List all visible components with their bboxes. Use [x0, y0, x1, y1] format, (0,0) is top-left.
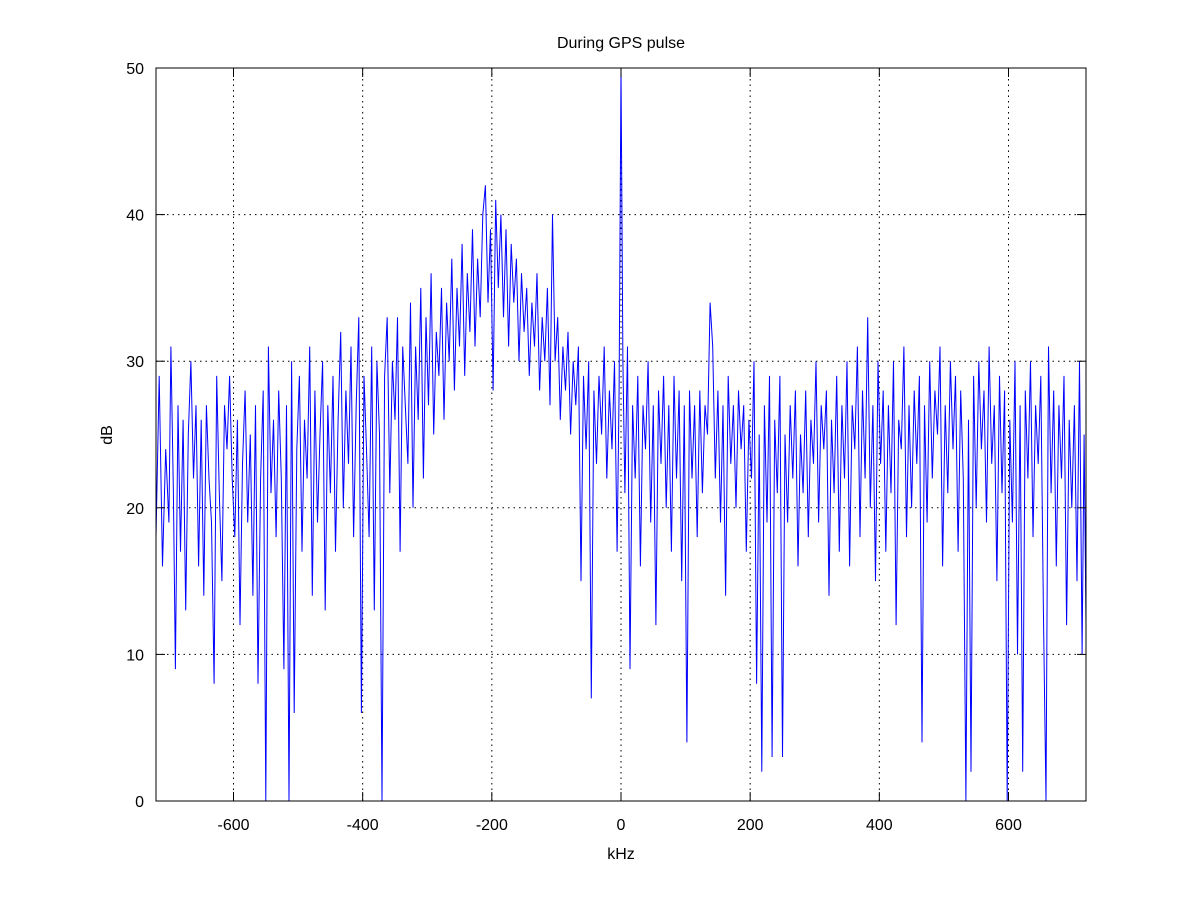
chart-title: During GPS pulse [557, 35, 685, 52]
series-layer [155, 67, 1087, 802]
x-tick-label: -400 [347, 817, 379, 834]
series-line [155, 67, 1087, 802]
x-tick-label: 0 [617, 817, 626, 834]
x-tick-label: 200 [737, 817, 764, 834]
x-tick-label: 400 [866, 817, 893, 834]
y-tick-label: 20 [126, 501, 144, 518]
y-tick-label: 40 [126, 208, 144, 225]
y-tick-label: 0 [135, 794, 144, 811]
y-tick-label: 30 [126, 354, 144, 371]
tick-layer: -600 -400 -200 0 200 400 600 0 10 20 30 40 50 [126, 61, 1086, 834]
x-tick-label: -600 [217, 817, 249, 834]
y-tick-label: 10 [126, 647, 144, 664]
x-tick-label: 600 [995, 817, 1022, 834]
x-tick-label: -200 [476, 817, 508, 834]
y-axis-title: dB [99, 425, 116, 445]
x-axis-title: kHz [607, 846, 635, 863]
y-tick-label: 50 [126, 61, 144, 78]
